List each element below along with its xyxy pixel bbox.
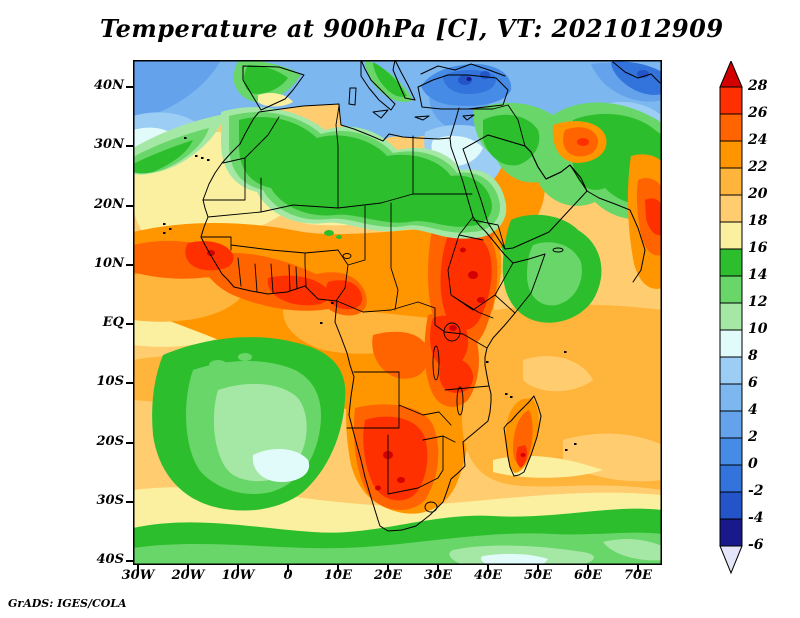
map-frame-border [133,60,662,565]
lake-victoria [443,322,461,342]
lon-tick-label: 70E [624,568,652,583]
colorbar-tick-label: 6 [748,375,758,391]
lon-tick-label: 10W [221,568,255,583]
grads-credit: GrADS: IGES/COLA [8,597,127,610]
colorbar-tick-label: -6 [748,537,764,553]
colorbar-over-arrow [719,61,743,88]
lon-tick-label: 50E [524,568,552,583]
colorbar-tick-label: -2 [748,483,764,499]
lon-tick-mark [137,565,139,572]
lon-tick-mark [287,565,289,572]
lat-tick-mark [126,145,133,148]
lat-tick-mark [126,500,133,503]
lat-tick-label: EQ [102,315,124,330]
lon-tick-mark [387,565,389,572]
lon-tick-label: 40E [474,568,502,583]
lat-tick-mark [126,382,133,385]
colorbar-tick-label: 10 [748,321,768,337]
lat-tick-mark [126,86,133,88]
colorbar-under-arrow [719,545,743,574]
colorbar-tick-label: 16 [748,240,768,256]
lat-tick-label: 20S [96,433,124,449]
lesotho-border [424,501,438,513]
plot-title: Temperature at 900hPa [C], VT: 202101290… [100,14,724,43]
colorbar-tick-label: 20 [748,186,768,202]
lon-tick-label: 0 [283,568,293,583]
lon-tick-label: 60E [574,568,602,583]
colorbar-tick-label: 18 [748,213,768,229]
lon-tick-mark [187,565,189,572]
island-dots [163,137,577,451]
madagascar-coastline [503,395,542,477]
colorbar-tick-label: 28 [748,78,768,94]
colorbar-tick-label: 2 [748,429,758,445]
colorbar-tick-label: -4 [748,510,764,526]
lake-malawi [456,386,464,416]
iran-india-coast [524,145,646,283]
colorbar-tick-label: 26 [748,105,768,121]
fill-layer-middle-east-warm [552,121,662,289]
lat-tick-label: 10N [94,255,124,271]
colorbar-tick-label: 14 [748,267,768,283]
lon-tick-mark [587,565,589,572]
lon-tick-label: 10E [324,568,352,583]
italy-coastline [348,60,396,119]
lon-tick-mark [637,565,639,572]
colorbar-tick-label: 0 [748,456,758,472]
colorbar-tick-label: 8 [748,348,758,364]
turkey-coastline [417,74,509,110]
lon-tick-label: 20W [171,568,205,583]
lat-tick-mark [126,263,133,266]
socotra-island [552,247,564,253]
lon-tick-mark [537,565,539,572]
colorbar-tick-label: 12 [748,294,768,310]
colorbar-tick-label: 4 [748,402,758,418]
lon-tick-mark [437,565,439,572]
lon-tick-mark [237,565,239,572]
lake-tanganyika [432,345,440,381]
lat-tick-label: 30N [94,137,124,153]
colorbar-tick-label: 24 [748,132,768,148]
lat-tick-mark [126,323,133,325]
lon-tick-label: 30W [121,568,155,583]
levant-blacksea-caspian [420,61,662,139]
lake-chad [342,253,352,259]
lat-tick-label: 40S [96,552,124,567]
iberia-coastline [242,65,305,111]
colorbar-tick-label: 22 [748,159,768,175]
temperature-map [133,60,662,565]
coastlines-and-borders [200,60,662,532]
lon-tick-mark [337,565,339,572]
fill-layer-dark-red [207,247,526,491]
lat-tick-label: 10S [96,374,124,390]
lat-tick-mark [126,441,133,444]
fill-layer-greens [133,60,662,565]
lon-tick-mark [487,565,489,572]
lat-tick-label: 40N [94,78,124,93]
lat-tick-label: 30S [96,492,124,508]
lat-tick-mark [126,560,133,562]
lat-tick-label: 20N [94,196,124,212]
balkans-greece-coastline [392,60,475,121]
lon-tick-label: 30E [424,568,452,583]
country-borders [200,104,526,495]
lon-tick-label: 20E [374,568,402,583]
colorbar [719,61,743,574]
lat-tick-mark [126,204,133,207]
